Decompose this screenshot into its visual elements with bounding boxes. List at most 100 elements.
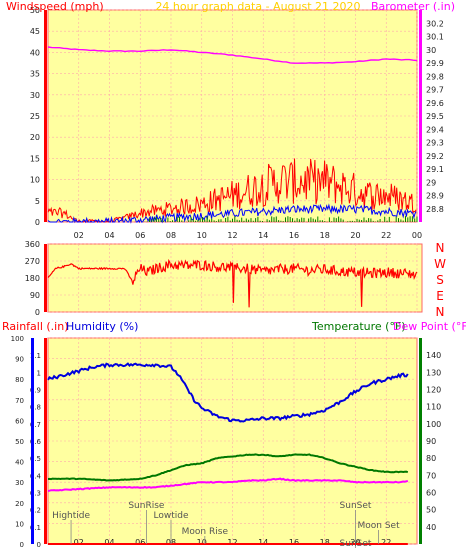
rainfall-tick-label: 0 xyxy=(37,541,41,549)
direction-data xyxy=(47,258,418,308)
humidity-tick-label: 40 xyxy=(15,459,24,467)
humidity-tick-label: 60 xyxy=(15,417,24,425)
wind-x-tick-label: 08 xyxy=(166,231,176,240)
wind-x-tick-label: 04 xyxy=(104,231,114,240)
barometer-tick-label: 28.8 xyxy=(426,205,444,214)
wind-x-ticks: 02 04 06 08 10 12 14 16 18 20 22 00 xyxy=(74,231,422,240)
temperature-tick-label: 120 xyxy=(426,386,441,395)
temperature-tick-label: 60 xyxy=(426,489,436,498)
humidity-tick-label: 0 xyxy=(20,541,24,549)
barometer-tick-label: 29.9 xyxy=(426,59,444,68)
rainfall-tick-label: 0.1 xyxy=(30,524,41,532)
direction-tick-label: 270 xyxy=(25,257,40,266)
wind-left-ticks: 0 5 10 15 20 25 30 35 40 45 50 xyxy=(30,6,40,227)
temperature-axis-title: Temperature (°F) xyxy=(311,320,406,333)
humidity-tick-label: 90 xyxy=(15,356,24,364)
barometer-tick-label: 29.1 xyxy=(426,165,444,174)
barometer-tick-label: 29.3 xyxy=(426,139,444,148)
rainfall-tick-label: 0.4 xyxy=(30,472,42,480)
compass-label: N xyxy=(436,241,445,255)
wind-tick-label: 45 xyxy=(30,27,40,36)
direction-tick-label: 180 xyxy=(25,274,40,283)
climate-x-tick-label: 04 xyxy=(104,538,114,547)
rainfall-tick-label: 0.6 xyxy=(30,438,42,446)
wind-x-tick-label: 14 xyxy=(258,231,268,240)
rainfall-tick-label: 0.9 xyxy=(30,387,41,395)
wind-axis-bar xyxy=(44,10,47,222)
humidity-tick-label: 50 xyxy=(15,438,24,446)
direction-tick-label: 0 xyxy=(35,308,40,317)
climate-x-tick-label: 10 xyxy=(197,538,207,547)
event-label: Hightide xyxy=(52,511,90,521)
barometer-tick-label: 29.5 xyxy=(426,112,444,121)
temperature-tick-label: 70 xyxy=(426,471,436,480)
rainfall-tick-label: 0.2 xyxy=(30,507,41,515)
climate-data xyxy=(47,362,409,545)
temperature-tick-label: 110 xyxy=(426,403,441,412)
barometer-tick-label: 29.7 xyxy=(426,86,444,95)
barometer-axis-bar xyxy=(419,10,422,222)
humidity-axis-bar xyxy=(31,338,34,544)
wind-tick-label: 50 xyxy=(30,6,40,15)
wind-direction-line xyxy=(47,258,418,308)
barometer-axis-title: Barometer (.in) xyxy=(371,0,455,13)
temperature-tick-label: 50 xyxy=(426,506,436,515)
barometer-tick-label: 30.2 xyxy=(426,19,444,28)
barometer-tick-label: 29 xyxy=(426,178,436,187)
barometer-tick-label: 29.4 xyxy=(426,125,444,134)
wind-x-tick-label: 22 xyxy=(381,231,391,240)
compass-label: W xyxy=(434,257,446,271)
temperature-line xyxy=(47,453,409,482)
dewpoint-line xyxy=(47,477,409,492)
direction-left-ticks: 0 90 180 270 360 xyxy=(25,240,40,317)
wind-x-tick-label: 06 xyxy=(135,231,145,240)
temperature-tick-label: 100 xyxy=(426,420,441,429)
humidity-tick-label: 70 xyxy=(15,397,24,405)
direction-axis-bar xyxy=(44,244,47,312)
wind-average-line xyxy=(47,203,417,224)
barometer-line xyxy=(47,46,418,64)
temperature-axis-bar xyxy=(419,338,422,544)
wind-tick-label: 20 xyxy=(30,133,40,142)
humidity-tick-label: 30 xyxy=(15,479,24,487)
rainfall-tick-label: 0.7 xyxy=(30,421,41,429)
wind-x-tick-label: 10 xyxy=(197,231,207,240)
direction-tick-label: 90 xyxy=(30,291,40,300)
humidity-tick-label: 100 xyxy=(11,335,24,343)
wind-x-tick-label: 02 xyxy=(74,231,84,240)
rainfall-tick-label: 0.3 xyxy=(30,490,41,498)
climate-x-tick-label: 14 xyxy=(258,538,268,547)
humidity-line xyxy=(47,362,409,423)
climate-x-tick-label: 18 xyxy=(320,538,330,547)
climate-x-tick-label: 12 xyxy=(227,538,237,547)
barometer-tick-label: 29.8 xyxy=(426,72,444,81)
dewpoint-axis-title: Dew Point (°F) xyxy=(393,320,466,333)
event-label: SunSet xyxy=(340,539,372,549)
temperature-tick-label: 130 xyxy=(426,368,441,377)
graph-title: 24 hour graph data - August 21 2020 xyxy=(155,0,360,13)
wind-data xyxy=(47,46,418,224)
wind-x-tick-label: 16 xyxy=(289,231,299,240)
rainfall-ticks: 0 0.1 0.2 0.3 0.4 0.5 0.6 0.7 0.8 0.9 1 1.1 xyxy=(30,352,42,549)
event-label: Moon Rise xyxy=(182,527,229,537)
barometer-tick-label: 28.9 xyxy=(426,192,444,201)
event-label: SunRise xyxy=(128,501,165,511)
humidity-axis-title: Humidity (%) xyxy=(66,320,138,333)
direction-grid xyxy=(48,243,418,313)
humidity-tick-label: 10 xyxy=(15,520,24,528)
wind-x-tick-label: 12 xyxy=(227,231,237,240)
wind-tick-label: 40 xyxy=(30,48,40,57)
compass-label: E xyxy=(436,289,444,303)
barometer-tick-label: 29.6 xyxy=(426,99,444,108)
temperature-tick-label: 80 xyxy=(426,454,436,463)
climate-x-tick-label: 16 xyxy=(289,538,299,547)
direction-tick-label: 360 xyxy=(25,240,40,249)
rainfall-tick-label: 0.5 xyxy=(30,455,41,463)
wind-tick-label: 30 xyxy=(30,91,40,100)
humidity-tick-label: 20 xyxy=(15,500,24,508)
wind-calm-ticks xyxy=(142,216,418,222)
rainfall-tick-label: 1 xyxy=(37,369,41,377)
barometer-tick-label: 30 xyxy=(426,46,436,55)
